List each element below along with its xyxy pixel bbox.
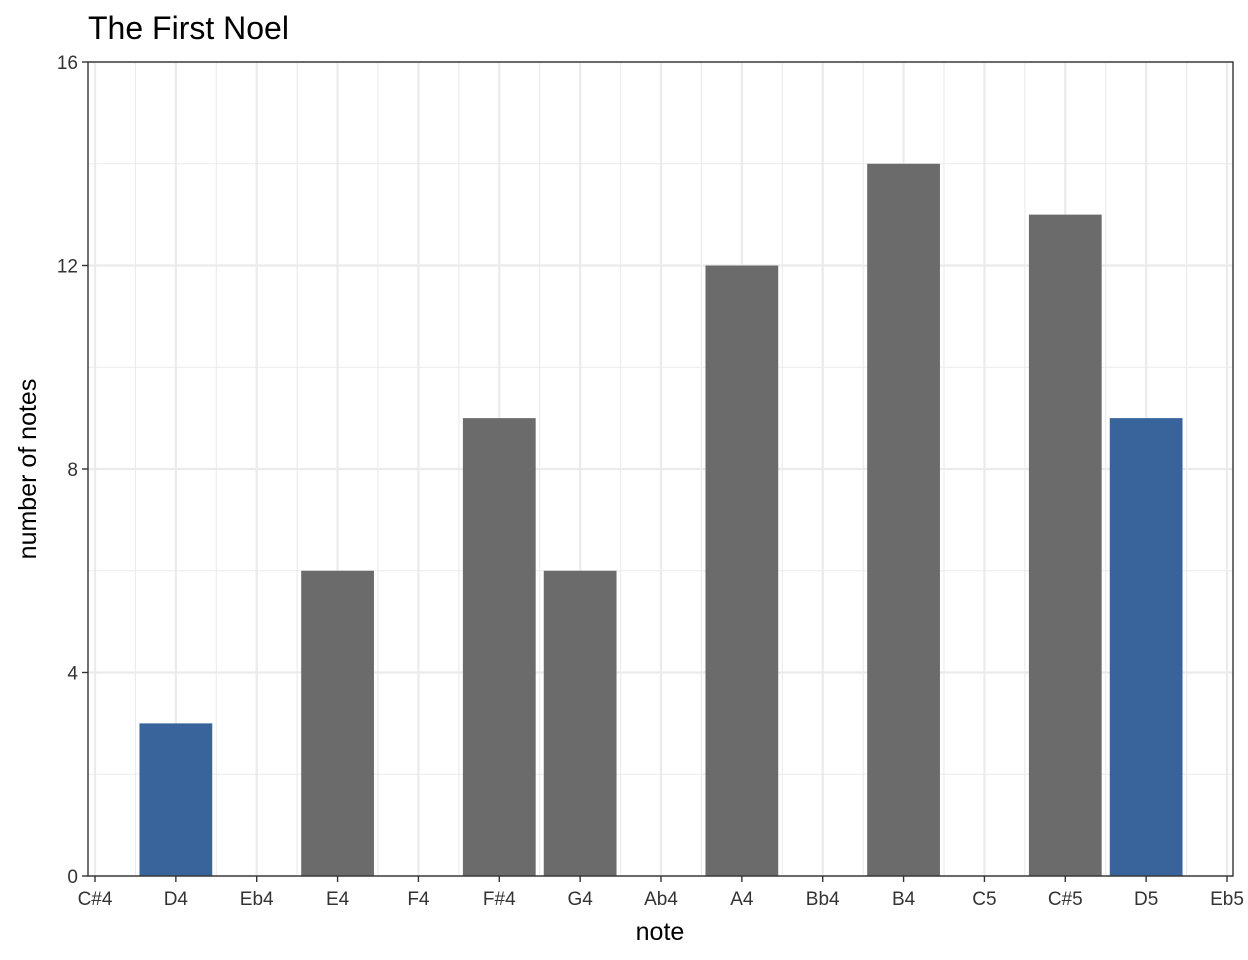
bar-d4: [139, 723, 213, 876]
y-axis-title: number of notes: [14, 379, 42, 560]
bar-a4: [705, 265, 779, 876]
y-tick-label: 0: [67, 867, 78, 888]
bar-c-sharp5: [1028, 214, 1102, 876]
bars: [139, 163, 1183, 876]
x-tick-label: B4: [892, 889, 916, 910]
bar-f-sharp4: [462, 418, 536, 876]
x-tick-label: D4: [164, 889, 189, 910]
y-tick-label: 12: [57, 257, 78, 278]
x-axis-title: note: [636, 918, 685, 946]
bar-e4: [301, 570, 374, 876]
y-tick-label: 8: [67, 460, 78, 481]
x-tick-label: G4: [567, 889, 593, 910]
x-tick-label: C#5: [1048, 889, 1083, 910]
x-axis: C#4 D4 Eb4 E4 F4 F#4 G4 Ab4 A4 Bb4 B4 C5 C#5 D5 Eb5: [78, 876, 1244, 910]
bar-b4: [867, 163, 940, 876]
x-tick-label: F#4: [483, 889, 516, 910]
bar-d5: [1109, 418, 1183, 876]
x-tick-label: A4: [730, 889, 754, 910]
x-tick-label: E4: [326, 889, 350, 910]
x-tick-label: Eb5: [1210, 889, 1244, 910]
x-tick-label: Eb4: [240, 889, 274, 910]
y-tick-label: 16: [57, 53, 78, 74]
y-tick-label: 4: [67, 664, 78, 685]
x-tick-label: D5: [1134, 889, 1158, 910]
y-axis: 0 4 8 12 16: [57, 53, 88, 888]
x-tick-label: Ab4: [644, 889, 678, 910]
x-tick-label: F4: [407, 889, 430, 910]
bar-g4: [543, 570, 617, 876]
x-tick-label: C#4: [78, 889, 113, 910]
chart-title: The First Noel: [88, 10, 289, 46]
x-tick-label: Bb4: [806, 889, 840, 910]
x-tick-label: C5: [972, 889, 996, 910]
